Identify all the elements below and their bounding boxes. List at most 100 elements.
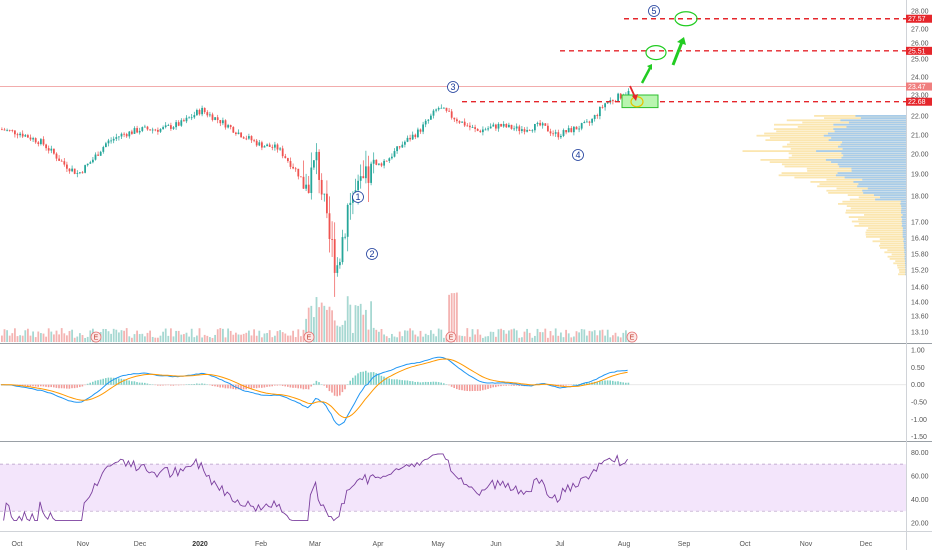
volume-bar <box>606 329 609 342</box>
volume-bar <box>549 331 552 342</box>
macd-hist-bar <box>63 384 65 389</box>
macd-hist-bar <box>606 380 609 385</box>
candle <box>547 125 549 132</box>
volume-profile-bar <box>842 141 906 144</box>
macd-hist-bar <box>396 379 398 385</box>
volume-bar <box>365 309 367 342</box>
macd-hist-bar <box>263 384 266 388</box>
volume-bar <box>619 337 622 342</box>
macd-hist-bar <box>339 384 341 396</box>
volume-profile-bar <box>854 225 906 227</box>
macd-hist-bar <box>357 373 359 385</box>
volume-profile-bar <box>902 222 906 225</box>
volume-profile-bar <box>903 240 906 243</box>
volume-bar <box>89 330 92 342</box>
candle <box>453 117 456 120</box>
macd-hist-bar <box>136 382 138 385</box>
volume-profile-bar <box>902 227 906 229</box>
volume-profile-bar <box>905 264 906 267</box>
macd-hist-bar <box>466 384 468 391</box>
volume-bar <box>398 331 401 342</box>
volume-bar <box>183 334 185 342</box>
volume-bar <box>45 336 47 342</box>
macd-hist-bar <box>216 384 219 387</box>
macd-hist-bar <box>146 383 149 385</box>
candle <box>422 124 424 132</box>
candle <box>549 131 552 134</box>
candle <box>432 110 435 116</box>
signal-line <box>0 358 628 419</box>
volume-bar <box>47 328 50 342</box>
volume-profile-bar <box>853 181 906 183</box>
volume-bar <box>29 335 32 342</box>
macd-hist-bar <box>596 381 598 385</box>
macd-hist-bar <box>133 381 136 385</box>
candle <box>305 184 307 189</box>
volume-bar <box>292 330 294 342</box>
price-tags: 27.57 25.51 23.47 22.68 <box>906 14 932 106</box>
volume-bar <box>523 331 526 342</box>
time-axis-label: Dec <box>860 541 873 548</box>
candle <box>271 146 274 148</box>
candle <box>6 129 8 131</box>
candle <box>495 124 497 129</box>
volume-profile-bar <box>901 220 906 223</box>
volume-bar <box>599 330 601 342</box>
macd-hist-bar <box>107 377 110 385</box>
volume-bar <box>151 336 154 342</box>
macd-hist-bar <box>157 384 159 386</box>
candle <box>310 167 313 194</box>
volume-bar <box>110 333 112 342</box>
macd-hist-bar <box>68 384 71 389</box>
macd-hist-bar <box>37 384 39 387</box>
candle <box>203 107 206 113</box>
green-arrow-head <box>647 64 652 70</box>
candle <box>146 126 149 130</box>
candle <box>99 151 102 156</box>
volume-profile-bar <box>865 233 906 236</box>
candle <box>596 115 599 117</box>
volume-bar <box>86 336 89 342</box>
volume-bar <box>3 329 6 342</box>
candle <box>599 106 601 117</box>
candle <box>131 131 133 134</box>
macd-hist-bar <box>81 384 84 387</box>
candle <box>388 158 391 161</box>
candle <box>367 166 370 183</box>
volume-bar <box>336 325 339 342</box>
volume-bar <box>352 332 354 342</box>
volume-profile-bar <box>901 209 906 212</box>
volume-profile-bar <box>858 218 906 221</box>
time-axis-label: Jul <box>556 541 565 548</box>
volume-profile-bar <box>835 174 906 177</box>
candle <box>385 160 388 162</box>
volume-bar <box>284 333 287 342</box>
candle <box>47 148 50 151</box>
candle <box>456 119 458 122</box>
macd-hist-bar <box>198 383 201 385</box>
rsi-tick-label: 20.00 <box>911 520 929 527</box>
candle <box>500 123 502 127</box>
macd-hist-bar <box>42 384 45 387</box>
macd-hist-bar <box>604 380 606 385</box>
macd-hist-bar <box>510 384 513 386</box>
volume-bar <box>190 328 193 342</box>
candle <box>14 130 16 135</box>
volume-bar <box>146 332 149 342</box>
volume-profile-bar <box>842 148 906 150</box>
price-tag <box>906 82 932 91</box>
price-tick-label: 17.00 <box>911 220 929 227</box>
macd-hist-bar <box>505 384 507 386</box>
volume-bar <box>463 336 466 342</box>
candle <box>588 121 591 123</box>
volume-bar <box>157 337 159 342</box>
price-tick-label: 21.00 <box>911 133 929 140</box>
macd-hist-bar <box>502 384 505 386</box>
candle <box>53 148 55 154</box>
volume-profile-bar <box>899 271 906 273</box>
volume-bar <box>476 329 479 342</box>
volume-bar <box>242 333 245 342</box>
volume-profile-bar <box>901 207 906 210</box>
candle <box>16 134 19 136</box>
